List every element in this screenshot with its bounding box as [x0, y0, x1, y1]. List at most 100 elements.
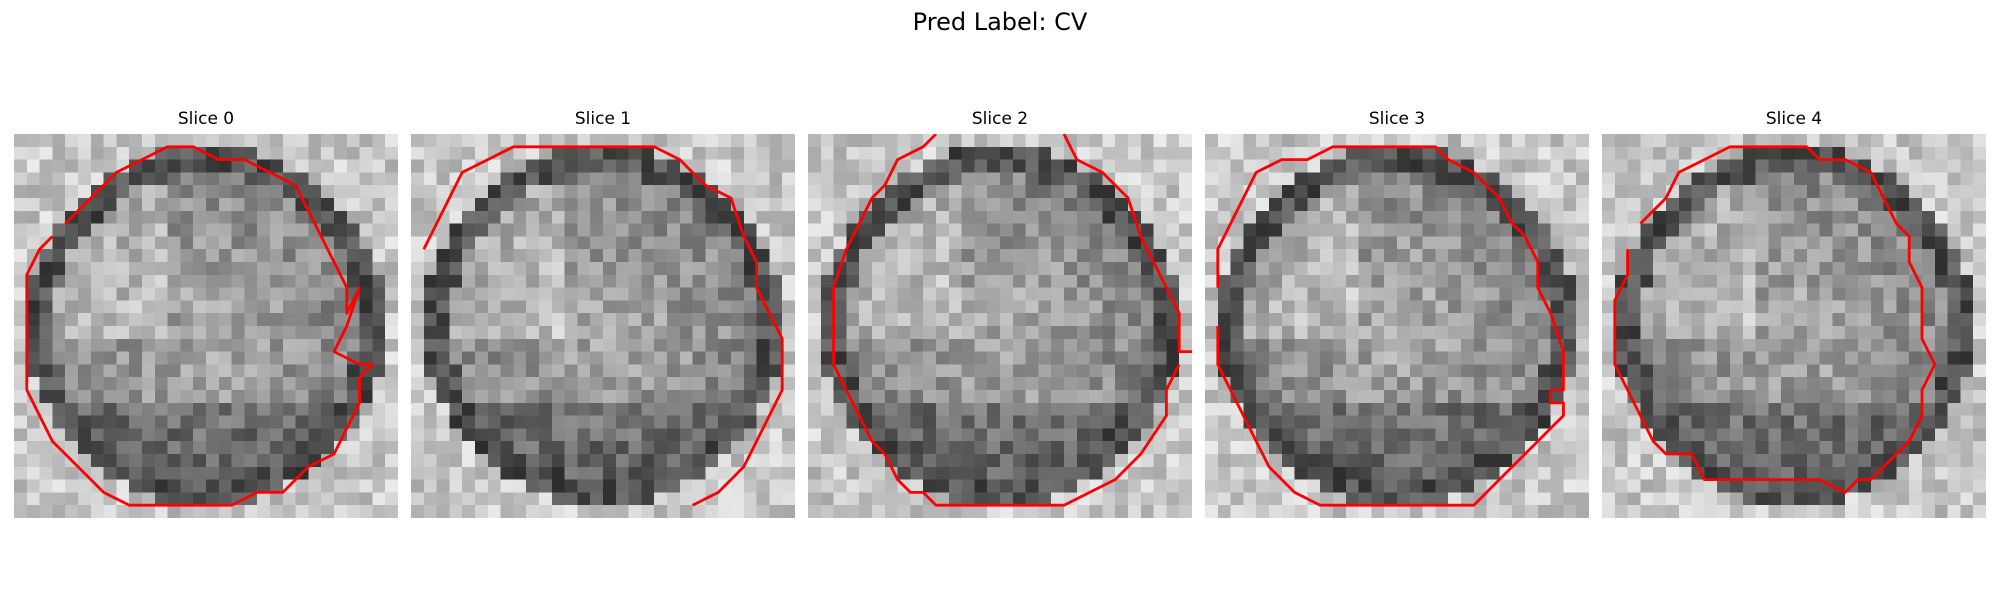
pixel-cell — [1461, 390, 1474, 403]
pixel-cell — [142, 262, 155, 275]
pixel-cell — [1640, 224, 1653, 237]
pixel-cell — [987, 441, 1000, 454]
pixel-cell — [885, 198, 898, 211]
pixel-cell — [769, 236, 782, 249]
pixel-cell — [1692, 288, 1705, 301]
pixel-cell — [1602, 377, 1615, 390]
pixel-cell — [705, 211, 718, 224]
pixel-cell — [1410, 249, 1423, 262]
pixel-cell — [270, 198, 283, 211]
pixel-cell — [488, 249, 501, 262]
pixel-cell — [91, 288, 104, 301]
pixel-cell — [1743, 275, 1756, 288]
pixel-cell — [1922, 249, 1935, 262]
pixel-cell — [1576, 339, 1589, 352]
pixel-cell — [1602, 364, 1615, 377]
pixel-cell — [283, 185, 296, 198]
pixel-cell — [1051, 160, 1064, 173]
pixel-cell — [782, 505, 795, 518]
pixel-cell — [1359, 134, 1372, 147]
pixel-cell — [654, 134, 667, 147]
pixel-cell — [1832, 147, 1845, 160]
pixel-cell — [1653, 147, 1666, 160]
pixel-cell — [232, 441, 245, 454]
pixel-cell — [1487, 172, 1500, 185]
pixel-cell — [1935, 326, 1948, 339]
pixel-cell — [667, 390, 680, 403]
pixel-cell — [654, 403, 667, 416]
pixel-cell — [296, 262, 309, 275]
pixel-cell — [680, 454, 693, 467]
pixel-cell — [1448, 313, 1461, 326]
pixel-cell — [1576, 377, 1589, 390]
pixel-cell — [757, 198, 770, 211]
pixel-cell — [449, 275, 462, 288]
pixel-cell — [104, 377, 117, 390]
pixel-cell — [1871, 441, 1884, 454]
pixel-cell — [1896, 467, 1909, 480]
pixel-cell — [129, 147, 142, 160]
pixel-cell — [65, 300, 78, 313]
pixel-cell — [834, 211, 847, 224]
pixel-cell — [1013, 198, 1026, 211]
pixel-cell — [936, 339, 949, 352]
pixel-cell — [270, 249, 283, 262]
pixel-cell — [1960, 416, 1973, 429]
pixel-cell — [859, 364, 872, 377]
pixel-cell — [1692, 339, 1705, 352]
pixel-cell — [1960, 441, 1973, 454]
pixel-cell — [1051, 480, 1064, 493]
pixel-cell — [1346, 352, 1359, 365]
pixel-cell — [1128, 160, 1141, 173]
pixel-cell — [552, 172, 565, 185]
pixel-cell — [1128, 134, 1141, 147]
pixel-cell — [219, 134, 232, 147]
pixel-cell — [1026, 492, 1039, 505]
pixel-cell — [1960, 505, 1973, 518]
pixel-cell — [1000, 300, 1013, 313]
pixel-cell — [769, 198, 782, 211]
pixel-cell — [1807, 172, 1820, 185]
pixel-cell — [974, 416, 987, 429]
pixel-cell — [1538, 403, 1551, 416]
pixel-cell — [923, 160, 936, 173]
pixel-cell — [91, 211, 104, 224]
pixel-cell — [360, 428, 373, 441]
pixel-cell — [1487, 288, 1500, 301]
pixel-cell — [449, 211, 462, 224]
pixel-cell — [731, 300, 744, 313]
pixel-cell — [1845, 403, 1858, 416]
pixel-cell — [1512, 416, 1525, 429]
pixel-cell — [385, 185, 398, 198]
pixel-cell — [1038, 300, 1051, 313]
pixel-cell — [372, 390, 385, 403]
pixel-cell — [526, 326, 539, 339]
pixel-cell — [1628, 505, 1641, 518]
pixel-cell — [257, 492, 270, 505]
pixel-cell — [488, 480, 501, 493]
pixel-cell — [372, 275, 385, 288]
pixel-cell — [462, 492, 475, 505]
pixel-cell — [219, 275, 232, 288]
pixel-cell — [347, 134, 360, 147]
pixel-cell — [1756, 467, 1769, 480]
pixel-cell — [1461, 454, 1474, 467]
pixel-cell — [1884, 492, 1897, 505]
pixel-cell — [283, 441, 296, 454]
pixel-cell — [116, 403, 129, 416]
pixel-cell — [244, 224, 257, 237]
pixel-cell — [1397, 441, 1410, 454]
pixel-cell — [962, 377, 975, 390]
pixel-cell — [206, 172, 219, 185]
pixel-cell — [1038, 428, 1051, 441]
pixel-cell — [1026, 275, 1039, 288]
pixel-cell — [1679, 377, 1692, 390]
pixel-cell — [270, 505, 283, 518]
pixel-cell — [1640, 172, 1653, 185]
pixel-cell — [257, 403, 270, 416]
pixel-cell — [1371, 454, 1384, 467]
pixel-cell — [168, 480, 181, 493]
pixel-cell — [1205, 428, 1218, 441]
pixel-cell — [1948, 454, 1961, 467]
pixel-cell — [372, 454, 385, 467]
